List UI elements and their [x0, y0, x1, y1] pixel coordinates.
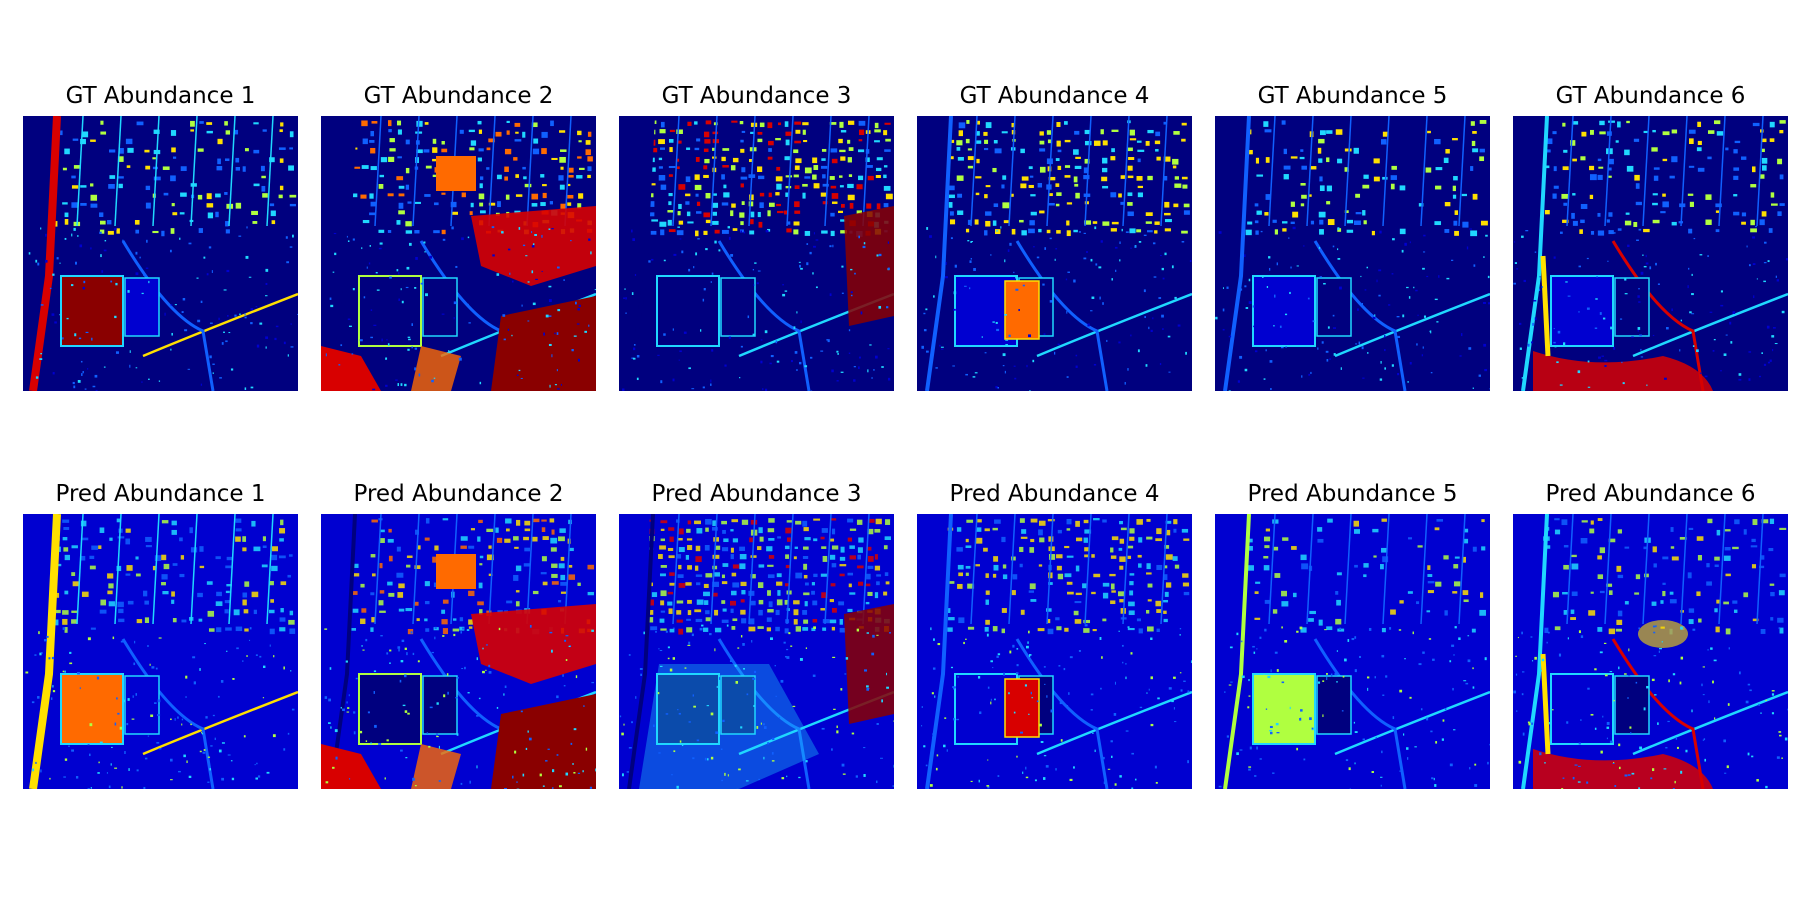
panel-title: GT Abundance 2 — [363, 83, 554, 109]
abundance-map-image — [619, 116, 894, 391]
abundance-map-image — [917, 514, 1192, 789]
abundance-map-image — [1215, 514, 1490, 789]
panel-title: GT Abundance 5 — [1257, 83, 1448, 109]
abundance-map-image — [321, 116, 596, 391]
panel-title: Pred Abundance 6 — [1545, 481, 1756, 507]
abundance-map-image — [1215, 116, 1490, 391]
abundance-map-image — [1513, 514, 1788, 789]
panel-title: Pred Abundance 1 — [55, 481, 266, 507]
abundance-map-image — [23, 514, 298, 789]
panel-title: GT Abundance 4 — [959, 83, 1150, 109]
panel-title: GT Abundance 3 — [661, 83, 852, 109]
abundance-map-image — [917, 116, 1192, 391]
abundance-map-image — [619, 514, 894, 789]
abundance-map-image — [23, 116, 298, 391]
panel-title: Pred Abundance 4 — [949, 481, 1160, 507]
panel-title: Pred Abundance 2 — [353, 481, 564, 507]
panel-title: Pred Abundance 3 — [651, 481, 862, 507]
panel-title: Pred Abundance 5 — [1247, 481, 1458, 507]
panel-title: GT Abundance 6 — [1555, 83, 1746, 109]
panel-title: GT Abundance 1 — [65, 83, 256, 109]
abundance-map-image — [321, 514, 596, 789]
abundance-map-image — [1513, 116, 1788, 391]
